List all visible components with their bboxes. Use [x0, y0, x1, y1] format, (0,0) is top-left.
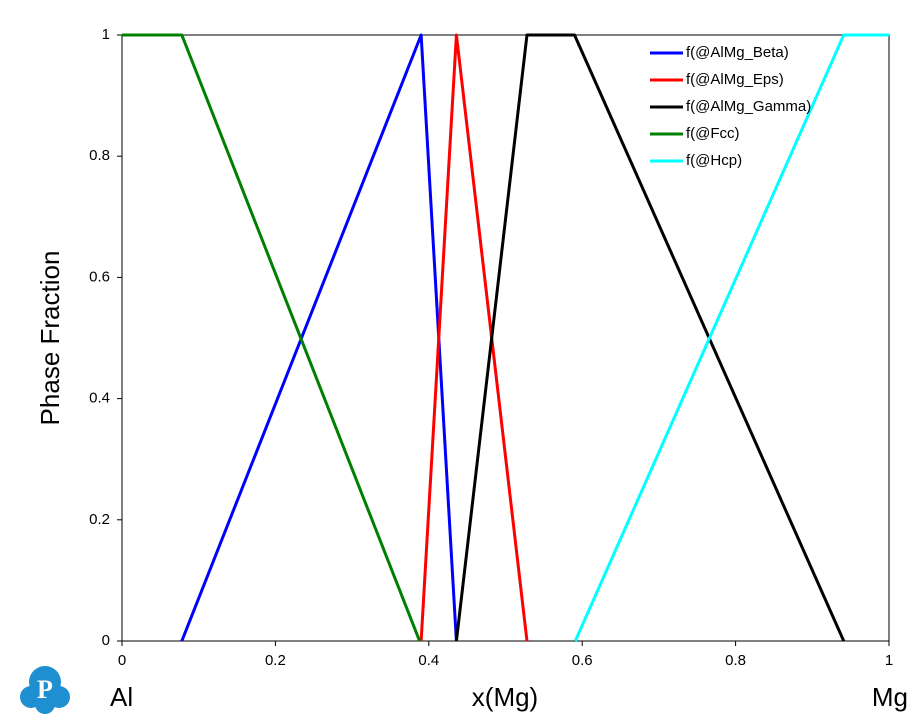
y-tick-label: 0.4 — [89, 390, 110, 407]
legend-label: f(@Hcp) — [686, 152, 742, 169]
series-line — [573, 33, 889, 642]
element-label: Al — [110, 682, 133, 712]
legend-label: f(@Fcc) — [686, 125, 740, 142]
plot-frame — [121, 34, 890, 642]
x-tick-label: 0.4 — [418, 652, 439, 669]
x-tick-label: 0.2 — [265, 652, 286, 669]
y-tick-label: 0.8 — [89, 147, 110, 164]
logo: P — [20, 666, 70, 714]
series-line — [122, 33, 421, 642]
series-line — [454, 33, 846, 642]
legend-label: f(@AlMg_Eps) — [686, 71, 784, 88]
x-tick-label: 0.8 — [725, 652, 746, 669]
y-tick-label: 1 — [102, 26, 110, 43]
y-tick-label: 0 — [102, 632, 110, 649]
y-tick-label: 0.6 — [89, 268, 110, 285]
x-tick-label: 1 — [885, 652, 893, 669]
x-tick-label: 0.6 — [572, 652, 593, 669]
logo-text: P — [37, 675, 53, 704]
series-line — [419, 33, 529, 642]
y-axis-label: Phase Fraction — [35, 251, 65, 426]
x-tick-label: 0 — [118, 652, 126, 669]
series-line — [180, 33, 458, 642]
legend-label: f(@AlMg_Gamma) — [686, 98, 811, 115]
element-label: Mg — [872, 682, 908, 712]
y-tick-label: 0.2 — [89, 511, 110, 528]
logo-blob — [35, 694, 55, 714]
x-axis-label: x(Mg) — [472, 682, 538, 712]
legend-label: f(@AlMg_Beta) — [686, 44, 789, 61]
